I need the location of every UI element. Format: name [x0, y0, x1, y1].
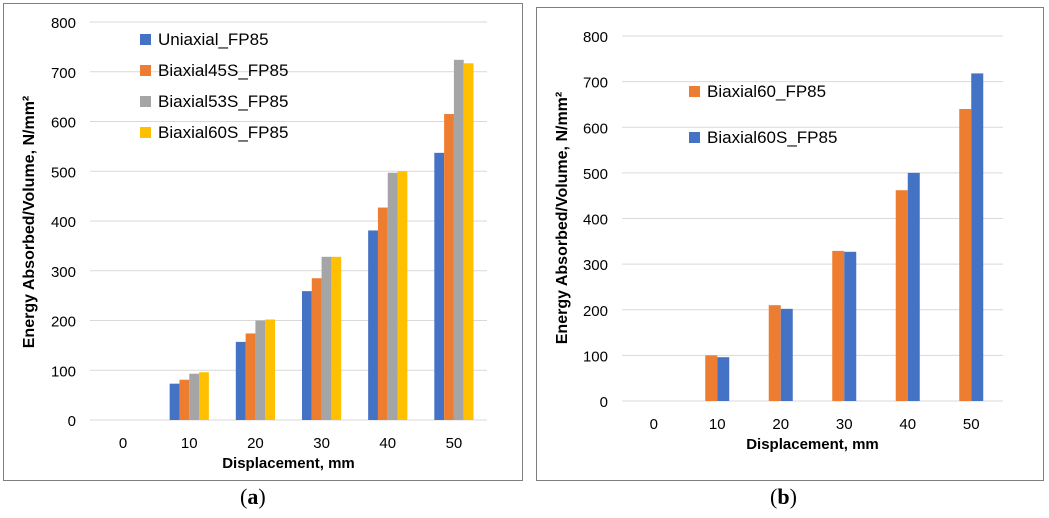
chart-a-bar-biaxial53s-fp85	[255, 320, 266, 420]
chart-b-xtick-label: 0	[650, 416, 658, 433]
chart-a-ytick-label: 400	[51, 214, 76, 231]
chart-b-ytick-label: 700	[583, 75, 608, 92]
chart-a-bar-biaxial45s-fp85	[179, 379, 190, 420]
chart-a-ytick-label: 500	[51, 164, 76, 181]
chart-a-legend-swatch	[140, 127, 151, 138]
chart-a-ytick-label: 800	[51, 15, 76, 32]
chart-b-xtick-label: 30	[836, 416, 853, 433]
chart-a-legend-label: Biaxial53S_FP85	[158, 92, 288, 111]
chart-b-ytick-label: 200	[583, 303, 608, 320]
chart-a-xtick-label: 40	[379, 435, 396, 452]
chart-a-ytick-label: 200	[51, 314, 76, 331]
chart-a-legend-swatch	[140, 96, 151, 107]
chart-b-bar-biaxial60-fp85	[768, 305, 781, 401]
chart-a-xaxis-label: Displacement, mm	[222, 455, 355, 472]
chart-a-ytick-label: 300	[51, 264, 76, 281]
chart-a-bar-biaxial45s-fp85	[377, 207, 388, 420]
chart-a-bar-biaxial53s-fp85	[321, 256, 332, 420]
chart-b-bar-biaxial60s-fp85	[907, 172, 920, 401]
chart-b-xtick-label: 20	[772, 416, 789, 433]
chart-a-bar-biaxial60s-fp85	[199, 372, 209, 420]
chart-b-ytick-label: 0	[600, 394, 608, 411]
chart-b-legend-label: Biaxial60_FP85	[707, 82, 826, 101]
chart-b-yaxis-label: Energy Absorbed/Volume, N/mm²	[554, 92, 571, 344]
chart-a-bar-biaxial45s-fp85	[245, 333, 256, 420]
chart-a-bar-biaxial53s-fp85	[453, 59, 464, 421]
chart-b-ytick-label: 600	[583, 120, 608, 137]
chart-a-xtick-label: 10	[181, 435, 198, 452]
chart-b-xaxis-label: Displacement, mm	[746, 436, 879, 453]
chart-a-bar-biaxial45s-fp85	[444, 114, 454, 420]
caption-b: (b)	[770, 484, 797, 509]
chart-b-legend-swatch	[689, 86, 700, 97]
chart-b-legend-label: Biaxial60S_FP85	[707, 128, 837, 147]
chart-a-bar-biaxial45s-fp85	[311, 278, 322, 420]
chart-a-ytick-label: 100	[51, 363, 76, 380]
chart-a-ytick-label: 600	[51, 115, 76, 132]
chart-b-bar-biaxial60-fp85	[705, 355, 718, 401]
chart-b-bar-biaxial60s-fp85	[780, 308, 793, 401]
chart-a-legend-swatch	[140, 65, 151, 76]
chart-b-bar-biaxial60-fp85	[895, 190, 908, 401]
chart-a-bar-biaxial53s-fp85	[189, 373, 200, 420]
chart-a-bar-uniaxial-fp85	[368, 230, 378, 420]
chart-b-xtick-label: 50	[963, 416, 980, 433]
chart-a-xtick-label: 20	[247, 435, 264, 452]
chart-a-bar-uniaxial-fp85	[169, 383, 180, 420]
chart-a-yaxis-label: Energy Absorbed/Volume, N/mm²	[21, 96, 38, 348]
chart-b-bar-biaxial60-fp85	[832, 250, 845, 401]
caption-a: (a)	[240, 484, 266, 509]
chart-b-bar-biaxial60s-fp85	[844, 251, 857, 401]
chart-a-bar-biaxial60s-fp85	[265, 319, 276, 420]
chart-b-ytick-label: 100	[583, 348, 608, 365]
chart-a-legend-label: Uniaxial_FP85	[158, 30, 269, 49]
chart-a-legend-label: Biaxial45S_FP85	[158, 61, 288, 80]
chart-a-legend-swatch	[140, 34, 151, 45]
chart-a-bar-biaxial53s-fp85	[387, 172, 398, 420]
chart-a-legend-label: Biaxial60S_FP85	[158, 123, 288, 142]
chart-a-bar-biaxial60s-fp85	[331, 256, 342, 420]
chart-a-xtick-label: 0	[119, 435, 127, 452]
chart-a-bar-biaxial60s-fp85	[463, 63, 474, 420]
chart-b-ytick-label: 500	[583, 166, 608, 183]
chart-b-ytick-label: 400	[583, 212, 608, 229]
chart-b-ytick-label: 800	[583, 29, 608, 46]
chart-b-legend-swatch	[689, 132, 700, 143]
chart-a-xtick-label: 30	[313, 435, 330, 452]
chart-b-xtick-label: 40	[899, 416, 916, 433]
chart-a-xtick-label: 50	[446, 435, 463, 452]
chart-a-ytick-label: 0	[68, 413, 76, 430]
chart-a-bar-uniaxial-fp85	[235, 341, 246, 420]
chart-b-ytick-label: 300	[583, 257, 608, 274]
chart-a-ytick-label: 700	[51, 65, 76, 82]
chart-b-bar-biaxial60-fp85	[959, 109, 972, 401]
chart-b-bar-biaxial60s-fp85	[971, 73, 984, 401]
chart-a-bar-biaxial60s-fp85	[397, 171, 408, 420]
chart-b-bar-biaxial60s-fp85	[717, 357, 730, 401]
chart-b-xtick-label: 10	[709, 416, 726, 433]
chart-a-bar-uniaxial-fp85	[301, 291, 312, 420]
chart-a-bar-uniaxial-fp85	[434, 152, 445, 420]
